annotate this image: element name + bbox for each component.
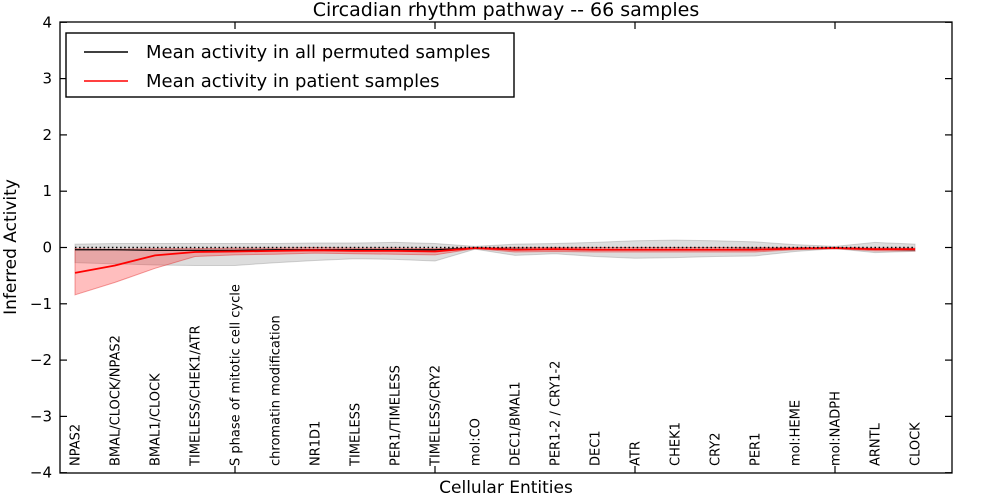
x-category-label: S phase of mitotic cell cycle xyxy=(229,284,244,466)
legend-frame xyxy=(65,32,515,98)
series-line-2 xyxy=(74,247,915,274)
y-tick-label: 3 xyxy=(42,70,52,88)
x-category-label: NPAS2 xyxy=(69,424,84,466)
x-category-label: DEC1 xyxy=(589,430,604,466)
x-category-label: CRY2 xyxy=(709,433,724,467)
y-axis-label: Inferred Activity xyxy=(1,179,21,315)
x-category-label: chromatin modification xyxy=(269,315,284,466)
plot-area-border xyxy=(59,21,953,474)
legend-box: Mean activity in all permuted samples Me… xyxy=(65,32,515,98)
x-category-label: PER1 xyxy=(749,433,764,466)
y-tick-label: −3 xyxy=(30,407,52,425)
y-tick-label: 0 xyxy=(42,239,52,257)
legend-entry-patient: Mean activity in patient samples xyxy=(146,71,440,92)
y-tick-label: −4 xyxy=(30,464,52,482)
y-tick-label: 2 xyxy=(42,126,52,144)
x-category-label: PER1/TIMELESS xyxy=(389,365,404,466)
x-category-label: CLOCK xyxy=(909,422,924,466)
x-category-label: DEC1/BMAL1 xyxy=(509,382,524,467)
x-category-label: PER1-2 / CRY1-2 xyxy=(549,361,564,466)
y-tick-label: 4 xyxy=(42,13,52,31)
x-category-label: BMAL/CLOCK/NPAS2 xyxy=(109,335,124,466)
x-category-labels-layer: NPAS2 BMAL/CLOCK/NPAS2 BMAL1/CLOCK TIMELESS… xyxy=(69,284,924,467)
x-category-label: ATR xyxy=(629,441,644,466)
x-category-label: mol:CO xyxy=(469,418,484,466)
x-axis-label: Cellular Entities xyxy=(439,478,573,498)
chart-title: Circadian rhythm pathway -- 66 samples xyxy=(313,0,700,21)
std-bands-layer xyxy=(74,239,916,296)
x-category-label: ARNTL xyxy=(869,422,884,466)
legend-entry-permuted: Mean activity in all permuted samples xyxy=(146,42,490,63)
x-category-label: mol:NADPH xyxy=(829,391,844,466)
std-band-permuted xyxy=(74,239,916,267)
y-tick-label: −2 xyxy=(30,351,52,369)
x-category-label: TIMELESS/CHEK1/ATR xyxy=(189,325,204,467)
x-category-label: TIMELESS/CRY2 xyxy=(429,365,444,467)
x-category-label: CHEK1 xyxy=(669,422,684,466)
std-band-patient xyxy=(74,246,916,296)
x-category-label: TIMELESS xyxy=(349,403,364,467)
y-tick-label: −1 xyxy=(30,295,52,313)
x-category-label: NR1D1 xyxy=(309,421,324,466)
x-category-label: mol:HEME xyxy=(789,400,804,466)
axis-ticks-layer: −4 −3 −2 −1 0 1 2 3 4 xyxy=(30,13,952,482)
series-lines-layer xyxy=(74,246,916,274)
y-tick-label: 1 xyxy=(42,182,52,200)
x-category-label: BMAL1/CLOCK xyxy=(149,373,164,466)
